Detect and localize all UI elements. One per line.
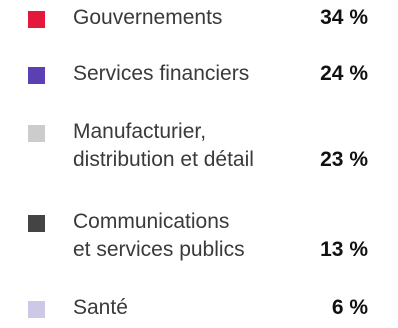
legend-label: Santé bbox=[73, 294, 128, 322]
legend-swatch bbox=[28, 214, 45, 232]
legend-swatch bbox=[28, 300, 45, 318]
legend-label: Services financiers bbox=[73, 60, 249, 88]
legend-label: Gouvernements bbox=[73, 4, 222, 32]
legend-row: Gouvernements 34 % bbox=[0, 4, 398, 32]
legend-label-line: distribution et détail bbox=[73, 148, 254, 171]
legend-label: Manufacturier, distribution et détail bbox=[73, 118, 254, 174]
legend-row: Services financiers 24 % bbox=[0, 60, 398, 88]
legend-value: 13 % bbox=[320, 238, 368, 261]
legend-label-line: Services financiers bbox=[73, 62, 250, 85]
legend-label: Communications et services publics bbox=[73, 208, 245, 264]
legend-label-line: Manufacturier, bbox=[73, 120, 207, 143]
legend-value: 24 % bbox=[320, 62, 368, 85]
legend-label-line: Gouvernements bbox=[73, 6, 223, 29]
legend-row: Santé 6 % bbox=[0, 294, 398, 322]
legend-swatch bbox=[28, 124, 45, 142]
legend-label-line: Santé bbox=[73, 296, 128, 319]
legend-label-line: et services publics bbox=[73, 238, 245, 261]
legend-value: 23 % bbox=[320, 148, 368, 171]
legend-value: 6 % bbox=[331, 296, 368, 319]
legend-value: 34 % bbox=[320, 6, 368, 29]
legend-swatch bbox=[28, 10, 45, 28]
legend-row: Manufacturier, distribution et détail 23 % bbox=[0, 118, 398, 174]
legend-swatch bbox=[28, 66, 45, 84]
legend-row: Communications et services publics 13 % bbox=[0, 208, 398, 264]
legend-label-line: Communications bbox=[73, 210, 230, 233]
